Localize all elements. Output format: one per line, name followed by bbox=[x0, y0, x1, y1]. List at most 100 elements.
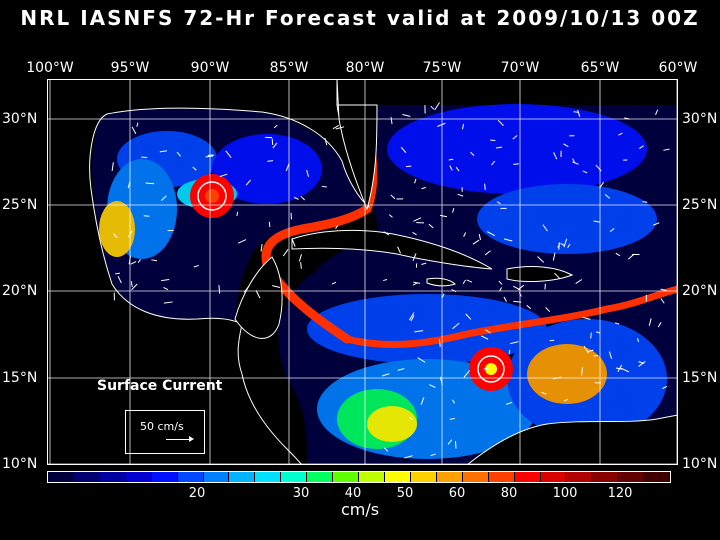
current-vector bbox=[255, 290, 261, 299]
current-vector bbox=[437, 122, 446, 127]
current-vector bbox=[145, 182, 155, 185]
current-vector bbox=[627, 253, 635, 260]
current-vector bbox=[572, 158, 576, 164]
current-vector bbox=[447, 439, 453, 445]
current-vector bbox=[417, 357, 426, 363]
current-vector bbox=[159, 150, 168, 153]
current-vector bbox=[655, 109, 659, 115]
current-vector bbox=[490, 139, 496, 142]
lat-label: 15°N bbox=[2, 370, 38, 386]
current-vector bbox=[503, 296, 507, 302]
eddy-core bbox=[485, 363, 497, 375]
current-vector bbox=[470, 151, 475, 156]
colorbar-swatch bbox=[384, 472, 411, 482]
current-vector bbox=[421, 262, 427, 265]
current-vector bbox=[324, 137, 328, 146]
current-vector bbox=[484, 250, 491, 256]
current-vector bbox=[390, 117, 393, 124]
current-vector bbox=[441, 293, 445, 298]
colorbar-swatch bbox=[488, 472, 515, 482]
colorbar-swatch bbox=[644, 472, 671, 482]
current-speed-map bbox=[47, 79, 678, 465]
current-vector bbox=[429, 384, 436, 389]
current-vector bbox=[449, 417, 456, 420]
current-vector bbox=[484, 183, 486, 191]
colorbar bbox=[47, 471, 671, 483]
current-vector bbox=[439, 376, 443, 386]
lon-label: 90°W bbox=[190, 60, 230, 76]
lon-label: 75°W bbox=[422, 60, 462, 76]
current-vector bbox=[463, 232, 467, 237]
current-vector bbox=[402, 113, 411, 117]
colorbar-units: cm/s bbox=[340, 500, 380, 519]
current-vector bbox=[193, 265, 199, 268]
current-vector bbox=[414, 178, 417, 184]
current-vector bbox=[553, 152, 558, 160]
lon-label: 70°W bbox=[500, 60, 540, 76]
current-vector bbox=[272, 142, 278, 149]
current-vector bbox=[298, 254, 302, 262]
current-vector bbox=[245, 179, 251, 186]
current-vector bbox=[552, 376, 562, 380]
current-vector bbox=[136, 122, 139, 127]
colorbar-swatch bbox=[73, 472, 100, 482]
current-vector bbox=[581, 366, 583, 376]
current-vector bbox=[496, 201, 501, 205]
current-vector bbox=[151, 259, 158, 262]
current-vector bbox=[455, 166, 460, 172]
lat-label: 20°N bbox=[682, 283, 718, 299]
current-vector bbox=[397, 246, 402, 254]
lat-label: 30°N bbox=[2, 111, 38, 127]
colorbar-tick: 80 bbox=[500, 486, 518, 501]
colorbar-tick: 120 bbox=[607, 486, 633, 501]
current-vector bbox=[541, 391, 547, 395]
current-vector bbox=[117, 275, 122, 284]
current-vector bbox=[537, 256, 545, 263]
current-vector bbox=[412, 231, 417, 236]
current-vector bbox=[420, 397, 425, 405]
current-vector bbox=[639, 145, 644, 149]
current-vector bbox=[268, 221, 271, 228]
current-vector bbox=[542, 224, 548, 232]
current-vector bbox=[663, 148, 670, 151]
current-vector bbox=[434, 102, 440, 111]
current-vector bbox=[518, 292, 522, 297]
current-vector bbox=[660, 298, 665, 304]
current-vector bbox=[545, 307, 551, 313]
current-vector bbox=[593, 354, 598, 357]
current-vector bbox=[572, 161, 579, 165]
current-vector bbox=[485, 329, 491, 334]
current-vector bbox=[462, 279, 466, 285]
colorbar-swatch bbox=[410, 472, 437, 482]
current-vector bbox=[466, 279, 473, 283]
lon-label: 80°W bbox=[345, 60, 385, 76]
colorbar-swatch bbox=[99, 472, 126, 482]
current-vector bbox=[412, 253, 417, 262]
current-vector bbox=[554, 272, 561, 280]
current-vector bbox=[440, 214, 448, 218]
colorbar-tick: 40 bbox=[344, 486, 362, 501]
current-vector bbox=[282, 248, 289, 257]
current-vector bbox=[128, 230, 133, 238]
current-vector bbox=[388, 214, 393, 218]
current-vector bbox=[495, 146, 503, 149]
current-vector bbox=[128, 255, 132, 265]
current-vector bbox=[449, 165, 453, 171]
current-vector bbox=[491, 160, 496, 166]
current-vector bbox=[163, 301, 173, 304]
current-vector bbox=[593, 220, 601, 223]
current-vector bbox=[243, 285, 250, 293]
current-vector bbox=[400, 146, 407, 154]
north-america-land bbox=[47, 79, 371, 465]
lat-label: 25°N bbox=[2, 197, 38, 213]
colorbar-swatch bbox=[333, 472, 360, 482]
colorbar-swatch bbox=[514, 472, 541, 482]
current-vector bbox=[438, 339, 441, 347]
current-vector bbox=[273, 124, 278, 129]
current-vector bbox=[451, 289, 457, 293]
colorbar-swatch bbox=[436, 472, 463, 482]
colorbar-swatch bbox=[255, 472, 282, 482]
colorbar-tick: 20 bbox=[188, 486, 206, 501]
current-vector bbox=[115, 272, 120, 275]
current-vector bbox=[383, 279, 388, 282]
